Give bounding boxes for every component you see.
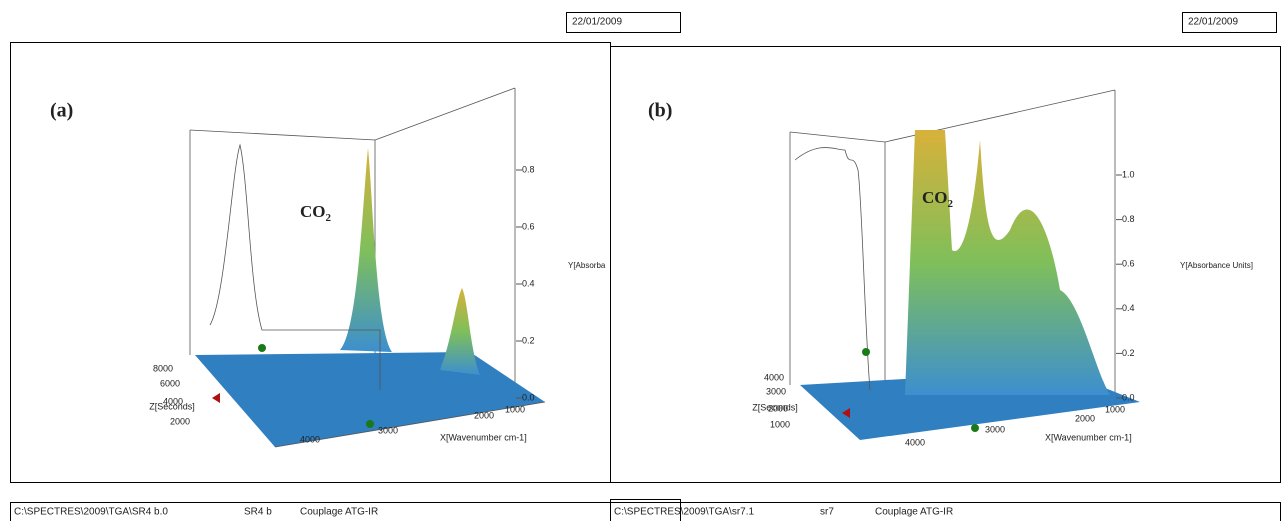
- x-tick-label: 3000: [985, 424, 1005, 434]
- marker: [971, 424, 979, 432]
- surface: [905, 130, 1110, 395]
- trace: [794, 147, 871, 391]
- z-tick-label: 2000: [768, 403, 788, 413]
- y-tick-label: 0.2: [522, 335, 535, 345]
- z-tick-label: 1000: [770, 419, 790, 429]
- footer-text: sr7: [820, 507, 834, 518]
- annotation: CO2: [300, 202, 332, 224]
- marker: [862, 348, 870, 356]
- y-tick-label: 0.8: [522, 164, 535, 174]
- y-tick-label: 0.0: [1122, 392, 1135, 402]
- z-tick-label: 8000: [153, 363, 173, 373]
- panel-label: (b): [648, 100, 672, 122]
- x-tick-label: 3000: [378, 425, 398, 435]
- y-tick-label: 0.8: [1122, 214, 1135, 224]
- panel-label: (a): [50, 100, 73, 122]
- y-tick-label: 0.6: [522, 221, 535, 231]
- date-box: [1182, 12, 1277, 33]
- annotation-sub: 2: [948, 198, 954, 210]
- y-tick-label: 0.4: [1122, 303, 1135, 313]
- wire: [274, 401, 546, 448]
- surface: [440, 288, 480, 375]
- y-tick-label: 0.6: [1122, 259, 1135, 269]
- trace: [209, 143, 381, 390]
- annotation-main: CO: [300, 202, 326, 221]
- surface-plot: [789, 89, 1140, 440]
- wire: [789, 89, 1116, 143]
- marker: [258, 344, 266, 352]
- x-tick-label: 2000: [474, 410, 494, 420]
- annotation: CO2: [922, 188, 954, 210]
- z-tick-label: 6000: [160, 378, 180, 388]
- x-tick-label: 1000: [1105, 404, 1125, 414]
- date: 22/01/2009: [1188, 17, 1238, 28]
- z-tick-label: 3000: [766, 386, 786, 396]
- x-tick-label: 2000: [1075, 413, 1095, 423]
- y-axis-title: Y[Absorba: [568, 261, 606, 270]
- z-axis-title: Z[Seconds]: [149, 401, 195, 411]
- footer-text: Couplage ATG-IR: [875, 507, 953, 518]
- x-tick-label: 1000: [505, 404, 525, 414]
- x-axis-title: X[Wavenumber cm-1]: [440, 432, 527, 442]
- surface-plot: [189, 87, 546, 448]
- y-tick-label: 0.4: [522, 278, 535, 288]
- footer-text: SR4 b: [244, 507, 272, 518]
- x-tick-label: 4000: [300, 434, 320, 444]
- annotation-sub: 2: [326, 212, 332, 224]
- footer-text: Couplage ATG-IR: [300, 507, 378, 518]
- surface: [195, 352, 545, 447]
- marker: [212, 393, 220, 403]
- footer-text: C:\SPECTRES\2009\TGA\sr7.1: [614, 507, 754, 518]
- marker: [366, 420, 374, 428]
- surface: [340, 148, 392, 352]
- annotation-main: CO: [922, 188, 948, 207]
- z-tick-label: 4000: [764, 372, 784, 382]
- date-box: [566, 12, 681, 33]
- x-axis-title: X[Wavenumber cm-1]: [1045, 432, 1132, 442]
- y-tick-label: 1.0: [1122, 169, 1135, 179]
- date: 22/01/2009: [572, 17, 622, 28]
- footer-text: C:\SPECTRES\2009\TGA\SR4 b.0: [14, 507, 168, 518]
- y-tick-label: 0.2: [1122, 348, 1135, 358]
- z-tick-label: 4000: [163, 396, 183, 406]
- z-axis-title: Z[Seconds]: [752, 402, 798, 412]
- x-tick-label: 4000: [905, 437, 925, 447]
- marker: [842, 408, 850, 418]
- wire: [189, 87, 516, 141]
- z-tick-label: 2000: [170, 416, 190, 426]
- y-tick-label: 0.0: [522, 392, 535, 402]
- y-axis-title: Y[Absorbance Units]: [1180, 261, 1253, 270]
